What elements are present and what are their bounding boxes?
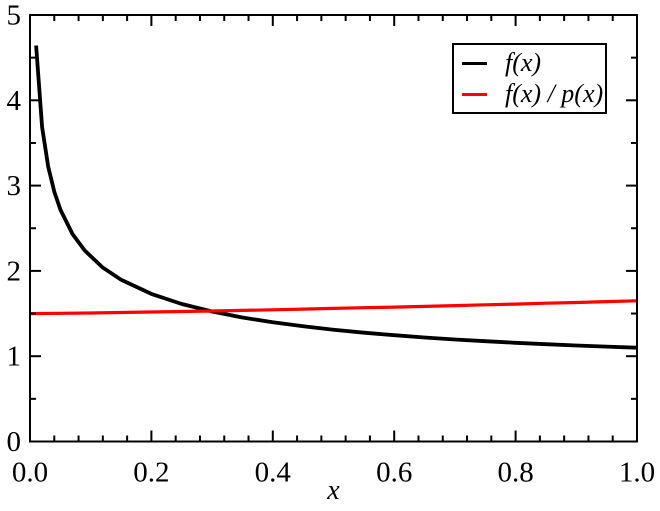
x-tick-label: 0.4 — [255, 457, 292, 489]
y-tick-label: 1 — [7, 341, 22, 373]
y-tick-label: 2 — [7, 255, 22, 287]
curve-fx — [34, 45, 638, 350]
legend-item-fx-over-px: f(x) / p(x) — [462, 79, 603, 110]
x-tick-label: 1.0 — [619, 457, 655, 489]
tick-marks — [29, 14, 638, 443]
curves — [29, 45, 638, 350]
y-tick-label: 0 — [7, 426, 22, 458]
x-tick-label: 0.2 — [133, 457, 169, 489]
x-tick-label: 0.8 — [497, 457, 533, 489]
tick-labels: 0.0 0.2 0.4 0.6 0.8 1.0 0 1 2 3 4 5 — [7, 0, 656, 489]
curve-fx-over-px — [29, 299, 638, 316]
legend: f(x) f(x) / p(x) — [452, 43, 607, 114]
x-tick-label: 0.0 — [12, 457, 48, 489]
legend-swatch-fx-over-px-line — [462, 92, 487, 96]
y-tick-label: 4 — [7, 85, 22, 117]
legend-label-fx: f(x) — [505, 48, 542, 77]
legend-label-fx-over-px: f(x) / p(x) — [505, 79, 604, 108]
y-tick-label: 3 — [7, 170, 22, 202]
x-tick-label: 0.6 — [376, 457, 412, 489]
y-tick-label: 5 — [7, 0, 22, 32]
x-axis-title: x — [327, 475, 340, 506]
legend-item-fx: f(x) — [462, 48, 599, 79]
legend-swatch-fx-line — [462, 61, 487, 65]
